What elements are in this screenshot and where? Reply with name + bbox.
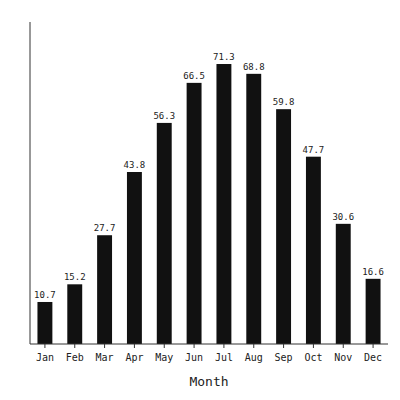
x-tick bbox=[134, 344, 135, 348]
bar bbox=[336, 224, 351, 344]
bar bbox=[127, 172, 142, 344]
x-tick bbox=[283, 344, 284, 348]
bar bbox=[246, 74, 261, 344]
data-label: 47.7 bbox=[303, 145, 325, 155]
data-label: 10.7 bbox=[34, 290, 56, 300]
data-label: 15.2 bbox=[64, 272, 86, 282]
x-tick-label: Sep bbox=[275, 352, 293, 363]
x-tick bbox=[194, 344, 195, 348]
x-tick bbox=[223, 344, 224, 348]
x-axis-line bbox=[30, 344, 388, 345]
x-tick bbox=[164, 344, 165, 348]
x-tick-label: Mar bbox=[96, 352, 114, 363]
data-label: 27.7 bbox=[94, 223, 116, 233]
x-tick bbox=[74, 344, 75, 348]
x-tick bbox=[104, 344, 105, 348]
bar bbox=[306, 157, 321, 344]
x-tick bbox=[253, 344, 254, 348]
x-tick-label: Feb bbox=[66, 352, 84, 363]
x-tick-label: Dec bbox=[364, 352, 382, 363]
bar bbox=[187, 83, 202, 344]
x-tick-label: Nov bbox=[334, 352, 352, 363]
bar bbox=[157, 123, 172, 344]
x-tick bbox=[44, 344, 45, 348]
bar bbox=[67, 284, 82, 344]
x-tick-label: Jul bbox=[215, 352, 233, 363]
x-tick-label: Oct bbox=[304, 352, 322, 363]
bar bbox=[276, 109, 291, 344]
data-label: 43.8 bbox=[124, 160, 146, 170]
x-tick-label: Apr bbox=[125, 352, 143, 363]
x-tick-label: Aug bbox=[245, 352, 263, 363]
y-axis-line bbox=[30, 22, 31, 344]
chart: Jan Feb Mar Apr May Jun Jul Aug Sep Oct Nov Dec 10.7… bbox=[0, 0, 400, 400]
bar bbox=[97, 235, 112, 344]
x-tick-label: Jan bbox=[36, 352, 54, 363]
x-tick-label: Jun bbox=[185, 352, 203, 363]
bars bbox=[37, 64, 380, 344]
bar bbox=[366, 279, 381, 344]
x-tick-label: May bbox=[155, 352, 173, 363]
bar bbox=[216, 64, 231, 344]
data-label: 71.3 bbox=[213, 52, 235, 62]
chart-container: Jan Feb Mar Apr May Jun Jul Aug Sep Oct Nov Dec 10.7… bbox=[0, 0, 400, 400]
x-tick bbox=[343, 344, 344, 348]
x-tick bbox=[313, 344, 314, 348]
x-tick bbox=[373, 344, 374, 348]
x-axis-label: Month bbox=[189, 374, 228, 389]
bar bbox=[37, 302, 52, 344]
data-label: 56.3 bbox=[153, 111, 175, 121]
data-label: 68.8 bbox=[243, 62, 265, 72]
data-label: 30.6 bbox=[332, 212, 354, 222]
data-label: 66.5 bbox=[183, 71, 205, 81]
data-label: 59.8 bbox=[273, 97, 295, 107]
data-label: 16.6 bbox=[362, 267, 384, 277]
